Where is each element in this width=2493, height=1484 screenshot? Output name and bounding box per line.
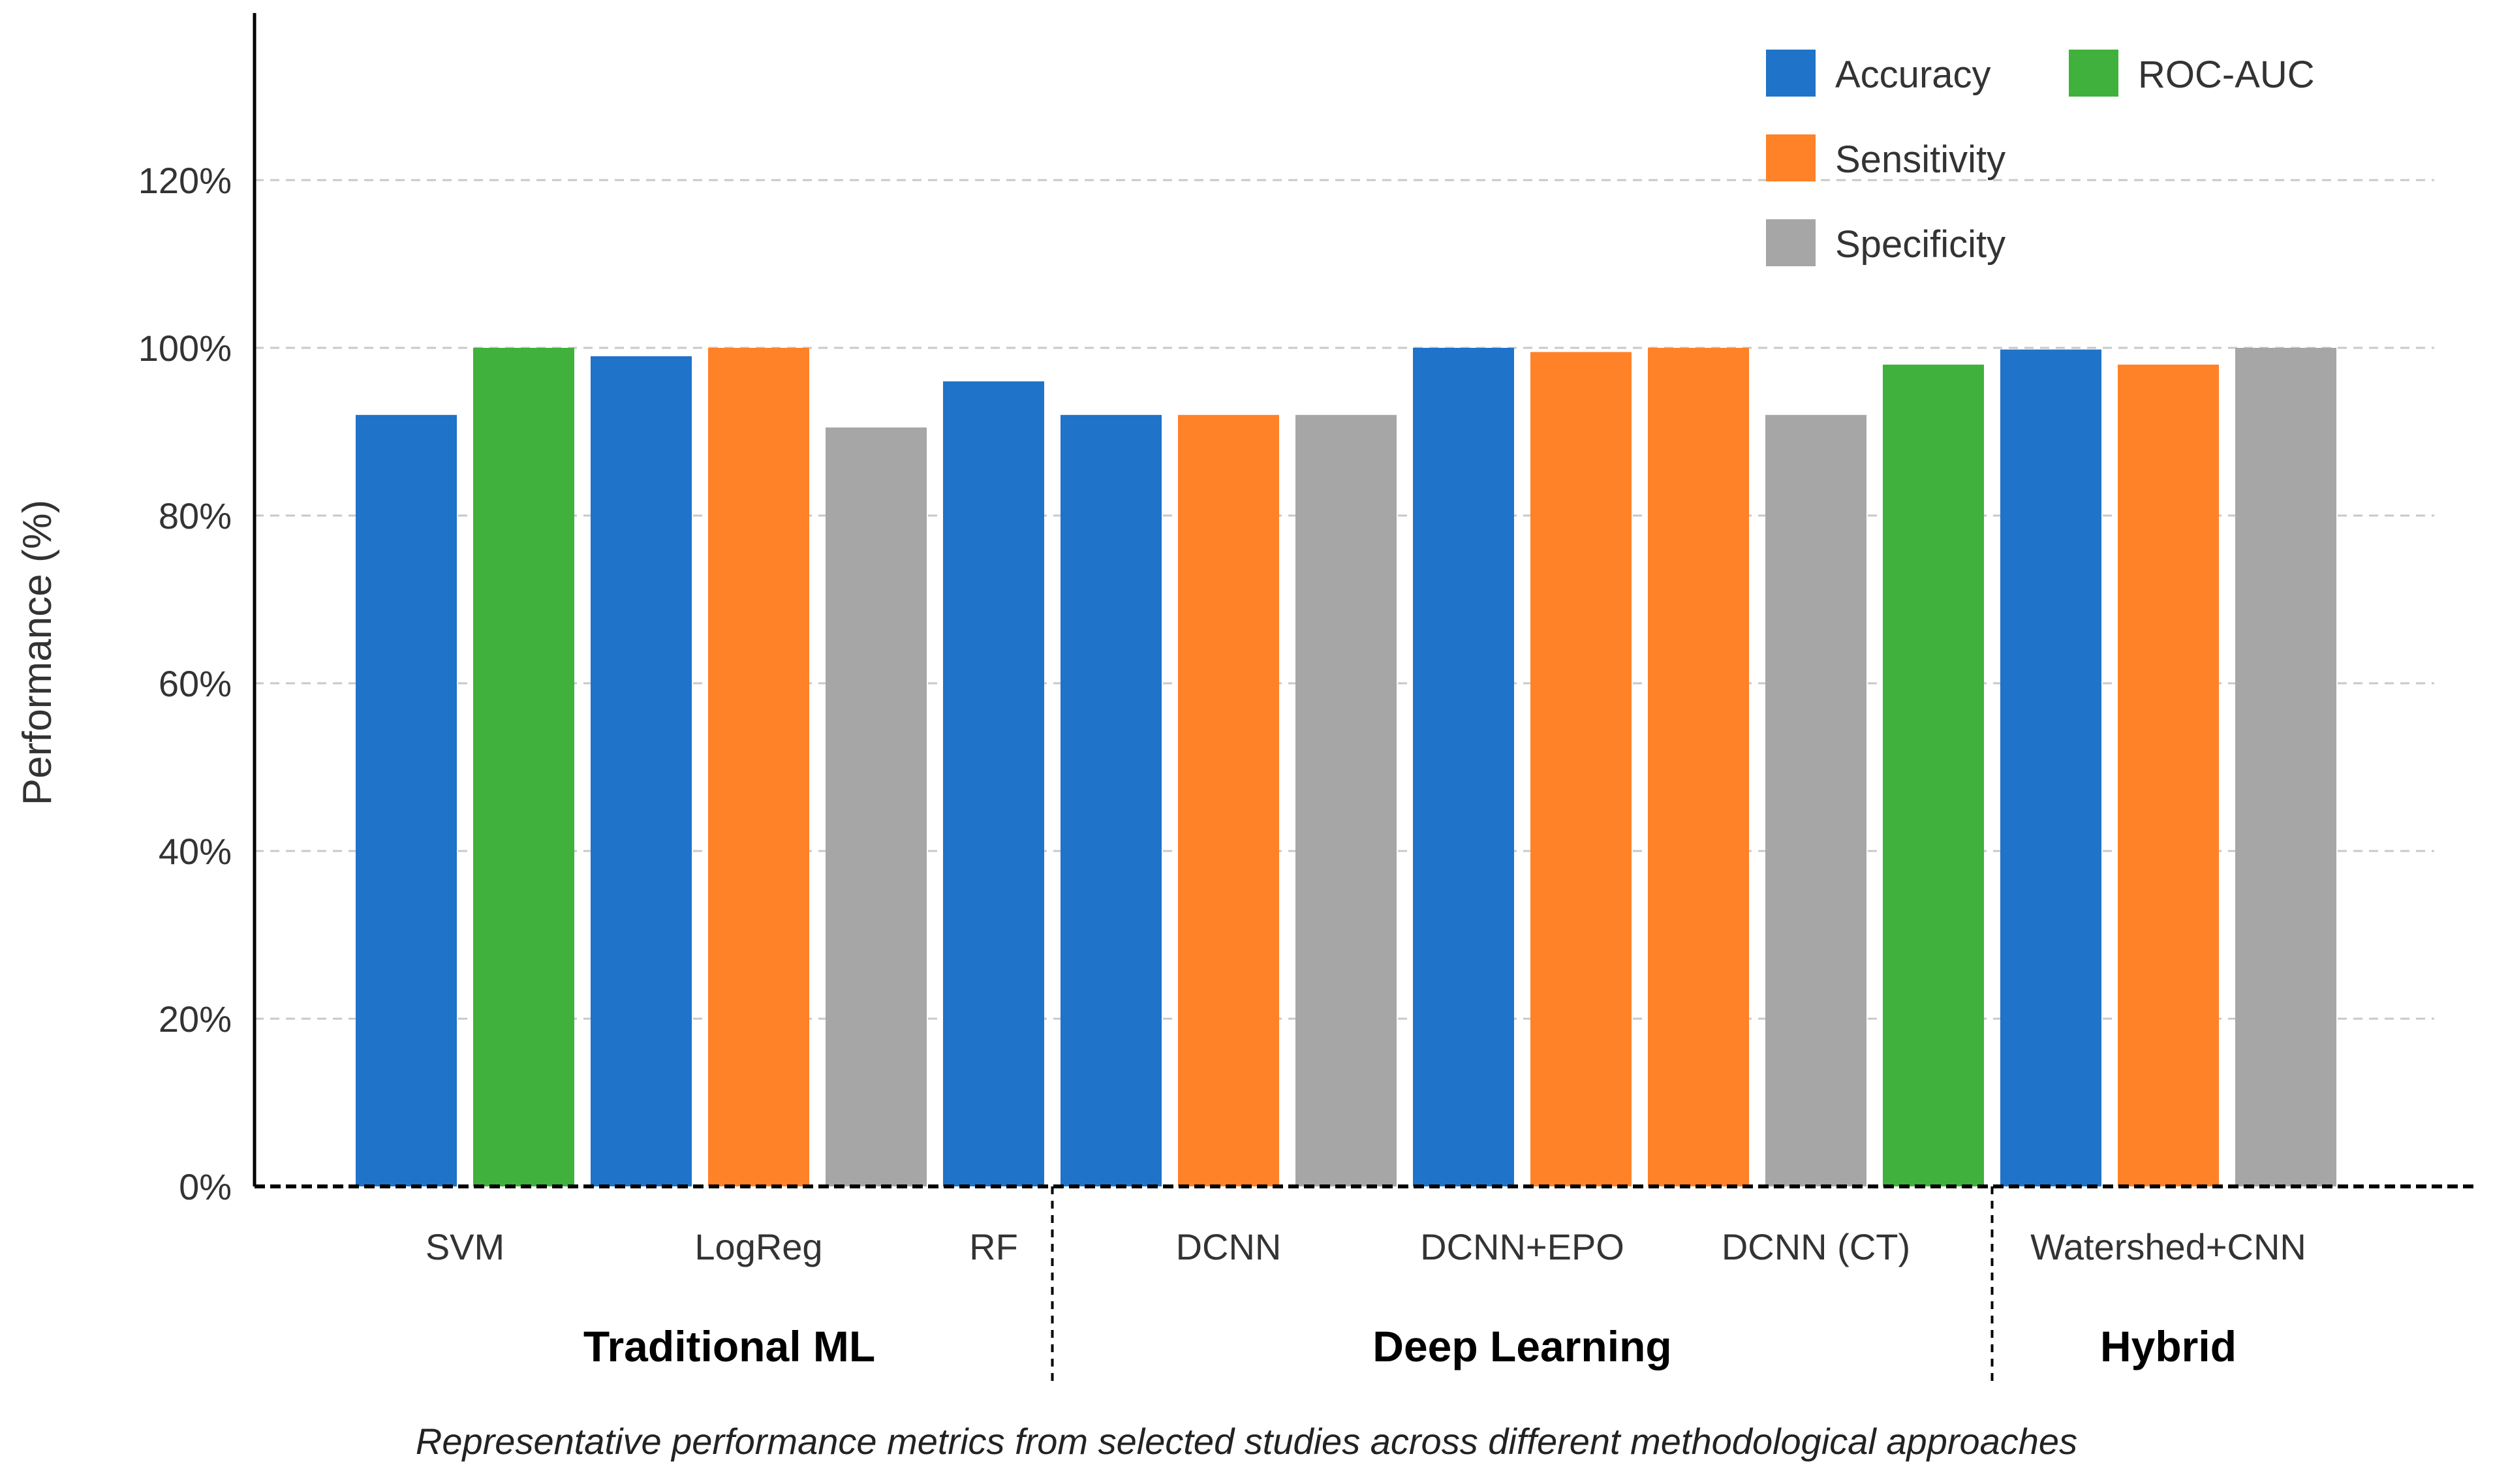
- category-label-rf: RF: [969, 1226, 1018, 1267]
- y-tick-label: 0%: [179, 1166, 232, 1207]
- y-tick-label: 60%: [159, 663, 232, 704]
- legend-swatch-specificity: [1766, 219, 1816, 266]
- bar-dcnn-sensitivity: [1178, 414, 1279, 1186]
- legend-label-specificity: Specificity: [1835, 223, 2005, 266]
- y-tick-label: 80%: [159, 495, 232, 536]
- bar-logreg-accuracy: [591, 356, 692, 1186]
- legend-label-roc-auc: ROC-AUC: [2138, 54, 2315, 96]
- y-tick-label: 120%: [138, 160, 232, 201]
- group-label-deep-learning: Deep Learning: [1372, 1322, 1671, 1370]
- bar-dcnn-epo-accuracy: [1413, 348, 1514, 1186]
- bar-dcnn-ct-specificity: [1765, 414, 1866, 1186]
- y-axis-title: Performance (%): [15, 500, 60, 806]
- legend-label-sensitivity: Sensitivity: [1835, 138, 2005, 181]
- bar-dcnn-ct-roc-auc: [1883, 364, 1984, 1187]
- category-label-watershed-cnn: Watershed+CNN: [2030, 1226, 2306, 1267]
- y-tick-label: 20%: [159, 998, 232, 1040]
- group-label-hybrid: Hybrid: [2100, 1322, 2237, 1370]
- bar-dcnn-epo-sensitivity: [1530, 352, 1632, 1186]
- legend-swatch-sensitivity: [1766, 134, 1816, 181]
- bar-dcnn-ct-sensitivity: [1648, 348, 1749, 1186]
- category-labels: SVM LogReg RF DCNN DCNN+EPO DCNN (CT) Watershe…: [426, 1226, 2306, 1267]
- bar-watershed-cnn-sensitivity: [2118, 364, 2219, 1187]
- bar-dcnn-accuracy: [1061, 414, 1162, 1186]
- bar-logreg-specificity: [826, 427, 927, 1187]
- legend: Accuracy ROC-AUC Sensitivity Specificity: [1766, 50, 2315, 266]
- legend-swatch-accuracy: [1766, 50, 1816, 97]
- bar-svm-roc-auc: [473, 348, 574, 1186]
- bars: [356, 348, 2336, 1187]
- group-label-traditional-ml: Traditional ML: [583, 1322, 875, 1370]
- chart-caption: Representative performance metrics from …: [416, 1421, 2077, 1462]
- category-label-dcnn-ct: DCNN (CT): [1722, 1226, 1910, 1267]
- category-label-dcnn-epo: DCNN+EPO: [1420, 1226, 1624, 1267]
- bar-svm-accuracy: [356, 414, 457, 1186]
- category-label-logreg: LogReg: [694, 1226, 822, 1267]
- bar-watershed-cnn-specificity: [2235, 348, 2336, 1186]
- legend-swatch-roc-auc: [2069, 50, 2118, 97]
- bar-rf-accuracy: [943, 381, 1044, 1186]
- bar-watershed-cnn-accuracy: [2000, 349, 2101, 1186]
- legend-label-accuracy: Accuracy: [1835, 54, 1991, 96]
- axes: [253, 13, 2473, 1188]
- y-tick-labels: 0% 20% 40% 60% 80% 100% 120%: [138, 160, 232, 1207]
- bar-dcnn-specificity: [1295, 414, 1397, 1186]
- category-label-svm: SVM: [426, 1226, 504, 1267]
- group-labels: Traditional ML Deep Learning Hybrid: [583, 1186, 2237, 1384]
- y-tick-label: 40%: [159, 831, 232, 872]
- bar-logreg-sensitivity: [708, 348, 809, 1186]
- y-tick-label: 100%: [138, 328, 232, 369]
- category-label-dcnn: DCNN: [1176, 1226, 1282, 1267]
